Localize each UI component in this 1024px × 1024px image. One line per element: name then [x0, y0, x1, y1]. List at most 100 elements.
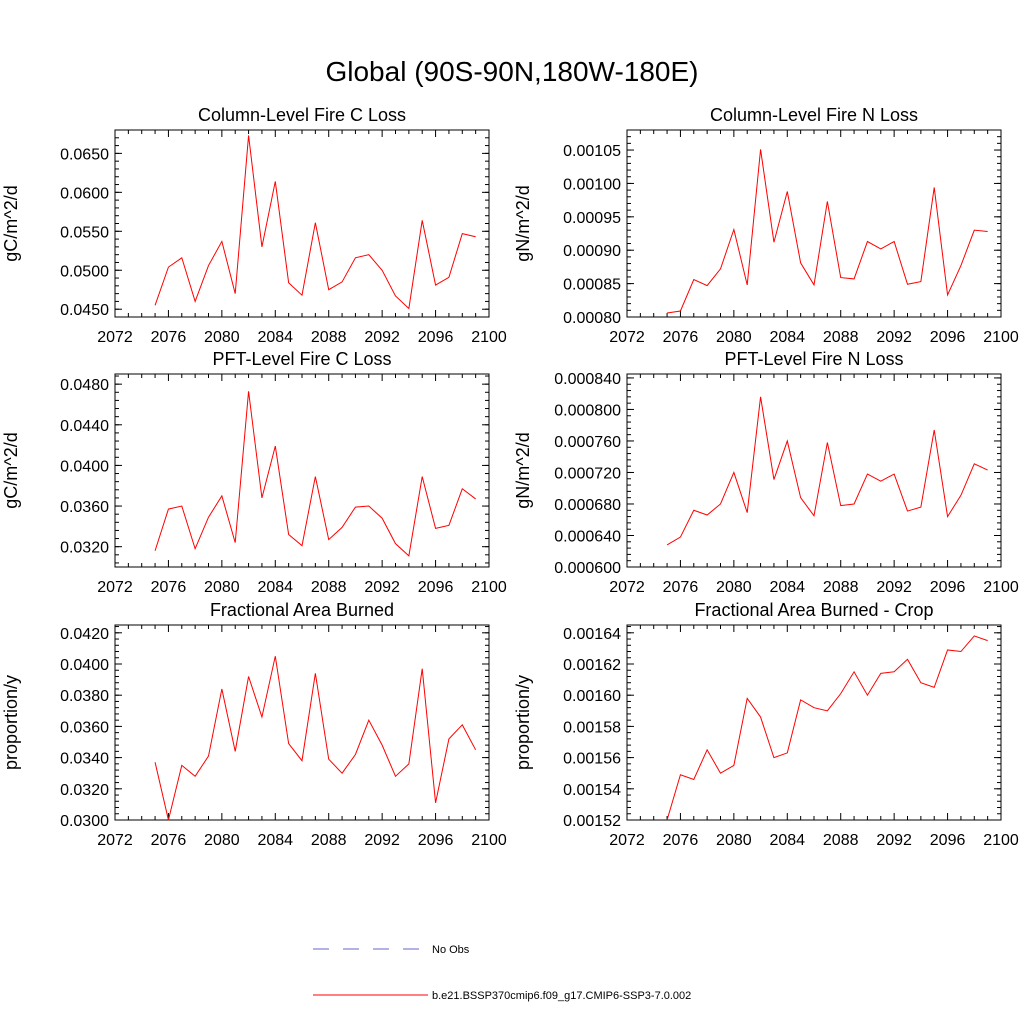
x-tick-label: 2072	[97, 579, 133, 596]
x-tick-label: 2096	[930, 579, 966, 596]
plot-frame	[626, 624, 1002, 821]
chart-panel-3: 2072 2076 2080 2084 2088 2092 2096 2100 0.0320 0.…	[1, 349, 507, 596]
x-tick-label: 2084	[257, 329, 293, 346]
x-tick-label: 2072	[609, 832, 645, 849]
x-tick-label: 2076	[151, 832, 187, 849]
x-tick-label: 2096	[930, 329, 966, 346]
y-tick-label: 0.0600	[60, 185, 109, 202]
chart-panel-4: 2072 2076 2080 2084 2088 2092 2096 2100 0.000600…	[513, 349, 1019, 596]
x-tick-label: 2080	[716, 579, 752, 596]
panel-title: PFT-Level Fire N Loss	[724, 349, 903, 369]
plot-frame	[626, 373, 1002, 568]
x-tick-label: 2088	[311, 579, 347, 596]
x-tick-label: 2076	[151, 329, 187, 346]
plot-frame	[114, 624, 490, 821]
x-tick-label: 2084	[257, 832, 293, 849]
y-tick-label: 0.0300	[60, 813, 109, 830]
y-tick-label: 0.000800	[554, 402, 621, 419]
y-tick-label: 0.00158	[563, 719, 621, 736]
y-axis-label: gC/m^2/d	[1, 185, 21, 261]
x-tick-label: 2084	[257, 579, 293, 596]
series-line	[666, 396, 988, 546]
x-tick-label: 2080	[204, 579, 240, 596]
x-tick-label: 2092	[876, 329, 912, 346]
y-tick-label: 0.00105	[563, 143, 621, 160]
y-tick-label: 0.00095	[563, 210, 621, 227]
x-tick-label: 2076	[663, 832, 699, 849]
x-tick-label: 2100	[983, 579, 1019, 596]
y-tick-label: 0.0320	[60, 540, 109, 557]
y-tick-label: 0.000600	[554, 560, 621, 577]
y-axis-label: proportion/y	[1, 675, 21, 770]
y-tick-label: 0.00090	[563, 243, 621, 260]
series-line	[154, 391, 476, 557]
y-tick-label: 0.0480	[60, 377, 109, 394]
y-tick-label: 0.0550	[60, 224, 109, 241]
y-tick-label: 0.000720	[554, 465, 621, 482]
x-tick-label: 2092	[364, 832, 400, 849]
y-tick-label: 0.0440	[60, 418, 109, 435]
y-tick-label: 0.0400	[60, 657, 109, 674]
y-tick-label: 0.0340	[60, 751, 109, 768]
plot-frame	[114, 373, 490, 568]
panel-title: Column-Level Fire N Loss	[710, 105, 918, 125]
x-tick-label: 2088	[311, 329, 347, 346]
y-tick-label: 0.00154	[563, 782, 621, 799]
series-line	[666, 635, 988, 821]
y-tick-label: 0.00152	[563, 813, 621, 830]
x-tick-label: 2080	[716, 832, 752, 849]
chart-panel-5: 2072 2076 2080 2084 2088 2092 2096 2100 0.0300 0.…	[1, 600, 507, 849]
x-tick-label: 2088	[823, 329, 859, 346]
y-axis-label: proportion/y	[513, 675, 533, 770]
y-tick-label: 0.0380	[60, 688, 109, 705]
x-tick-label: 2072	[97, 329, 133, 346]
x-tick-label: 2100	[471, 579, 507, 596]
x-tick-label: 2088	[823, 579, 859, 596]
series-line	[154, 656, 477, 821]
x-tick-label: 2096	[418, 832, 454, 849]
chart-panel-1: 2072 2076 2080 2084 2088 2092 2096 2100 0.0450 0.…	[1, 105, 507, 346]
x-tick-label: 2084	[769, 832, 805, 849]
y-axis-label: gN/m^2/d	[513, 185, 533, 261]
chart-panel-6: 2072 2076 2080 2084 2088 2092 2096 2100 0.00152 0…	[513, 600, 1019, 849]
panel-title: Fractional Area Burned	[210, 600, 394, 620]
plot-frame	[626, 129, 1002, 318]
page-title: Global (90S-90N,180W-180E)	[325, 56, 699, 87]
y-tick-label: 0.0450	[60, 302, 109, 319]
x-tick-label: 2096	[418, 329, 454, 346]
panel-title: Fractional Area Burned - Crop	[694, 600, 933, 620]
series-line	[154, 135, 476, 310]
y-tick-label: 0.0500	[60, 263, 109, 280]
x-tick-label: 2096	[930, 832, 966, 849]
legend-label-no-obs: No Obs	[432, 944, 470, 956]
x-tick-label: 2092	[876, 579, 912, 596]
series-line	[666, 149, 988, 314]
panel-title: Column-Level Fire C Loss	[198, 105, 406, 125]
y-axis-label: gC/m^2/d	[1, 432, 21, 508]
x-tick-label: 2096	[418, 579, 454, 596]
x-tick-label: 2084	[769, 579, 805, 596]
x-tick-label: 2092	[876, 832, 912, 849]
x-tick-label: 2072	[97, 832, 133, 849]
x-tick-label: 2080	[204, 832, 240, 849]
y-tick-label: 0.0400	[60, 458, 109, 475]
panel-title: PFT-Level Fire C Loss	[212, 349, 391, 369]
legend: No Obs b.e21.BSSP370cmip6.f09_g17.CMIP6-…	[313, 944, 691, 1002]
x-tick-label: 2100	[983, 832, 1019, 849]
y-tick-label: 0.00080	[563, 310, 621, 327]
y-tick-label: 0.0360	[60, 719, 109, 736]
y-tick-label: 0.00100	[563, 176, 621, 193]
y-tick-label: 0.00164	[563, 626, 621, 643]
y-tick-label: 0.00162	[563, 657, 621, 674]
x-tick-label: 2100	[471, 329, 507, 346]
x-tick-label: 2072	[609, 329, 645, 346]
y-tick-label: 0.0650	[60, 146, 109, 163]
y-tick-label: 0.000680	[554, 497, 621, 514]
y-tick-label: 0.0360	[60, 499, 109, 516]
x-tick-label: 2092	[364, 579, 400, 596]
y-tick-label: 0.00160	[563, 688, 621, 705]
x-tick-label: 2092	[364, 329, 400, 346]
x-tick-label: 2076	[663, 329, 699, 346]
x-tick-label: 2084	[769, 329, 805, 346]
